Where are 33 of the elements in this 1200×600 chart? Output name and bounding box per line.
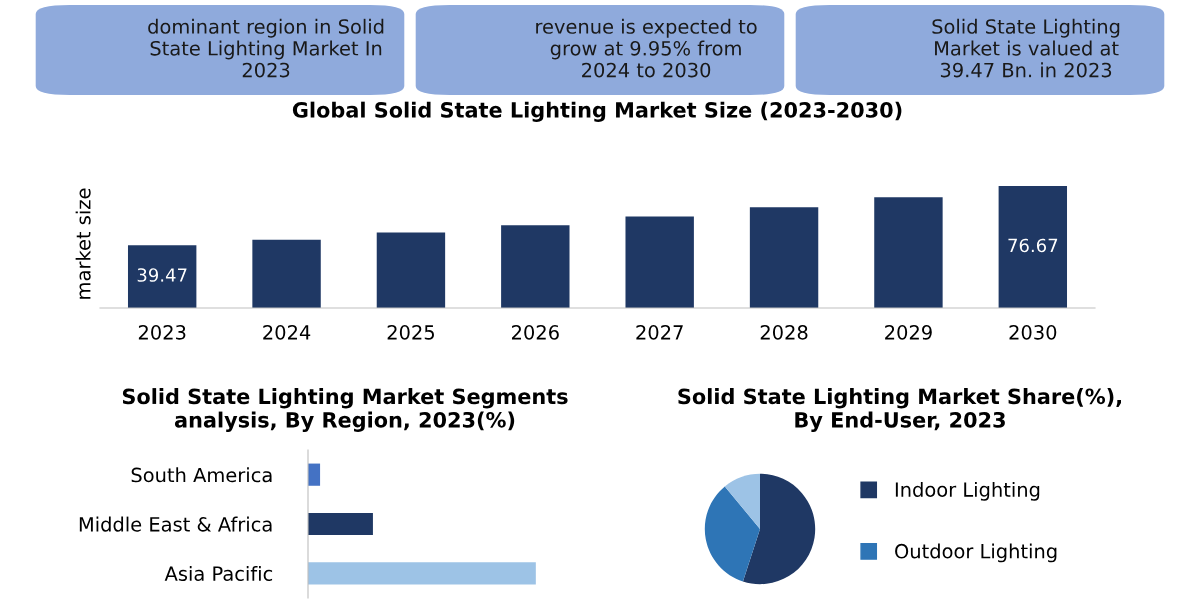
chart-title: Solid State Lighting Market Share(%), By End-User, 2023	[678, 388, 1121, 432]
chart-title: Global Solid State Lighting Market Size (2023-2030)	[292, 101, 902, 122]
x-tick-label: 2027	[636, 325, 683, 340]
x-tick-label: 2024	[263, 325, 311, 340]
bar	[749, 207, 819, 308]
y-axis-title: market size	[75, 188, 91, 299]
bar	[625, 216, 694, 308]
legend-label: Outdoor Lighting	[895, 543, 1057, 563]
bar	[874, 197, 943, 308]
text: Solid State Lighting Market is valued at 39.47 Bn. in 2023	[932, 18, 1120, 78]
y-tick-label: South America	[131, 467, 272, 483]
bar	[998, 186, 1068, 308]
legend-label: Indoor Lighting	[895, 481, 1040, 501]
x-tick-label: 2029	[885, 325, 932, 340]
bar	[501, 225, 570, 308]
x-tick-label: 2028	[760, 325, 808, 340]
text: dominant region in Solid State Lighting Market In 2023	[148, 18, 384, 78]
y-tick-label: Middle East & Africa	[79, 516, 272, 532]
data-label: 39.47	[137, 268, 187, 282]
bar	[376, 232, 446, 308]
x-tick-label: 2023	[138, 325, 186, 340]
pie-slice	[742, 473, 816, 585]
x-tick-label: 2030	[1009, 325, 1057, 340]
y-tick-label: Asia Pacific	[164, 565, 273, 581]
x-tick-label: 2025	[387, 325, 434, 340]
data-label: 76.67	[1008, 238, 1058, 253]
bar	[127, 245, 197, 308]
text: revenue is expected to grow at 9.95% from 2024 to 2030	[536, 18, 757, 78]
pie-slice	[704, 486, 760, 582]
chart-title: Solid State Lighting Market Segments analysis, By Region, 2023(%)	[122, 388, 568, 432]
bar	[252, 239, 321, 308]
x-tick-label: 2026	[511, 325, 559, 340]
pie-slice	[724, 473, 760, 529]
